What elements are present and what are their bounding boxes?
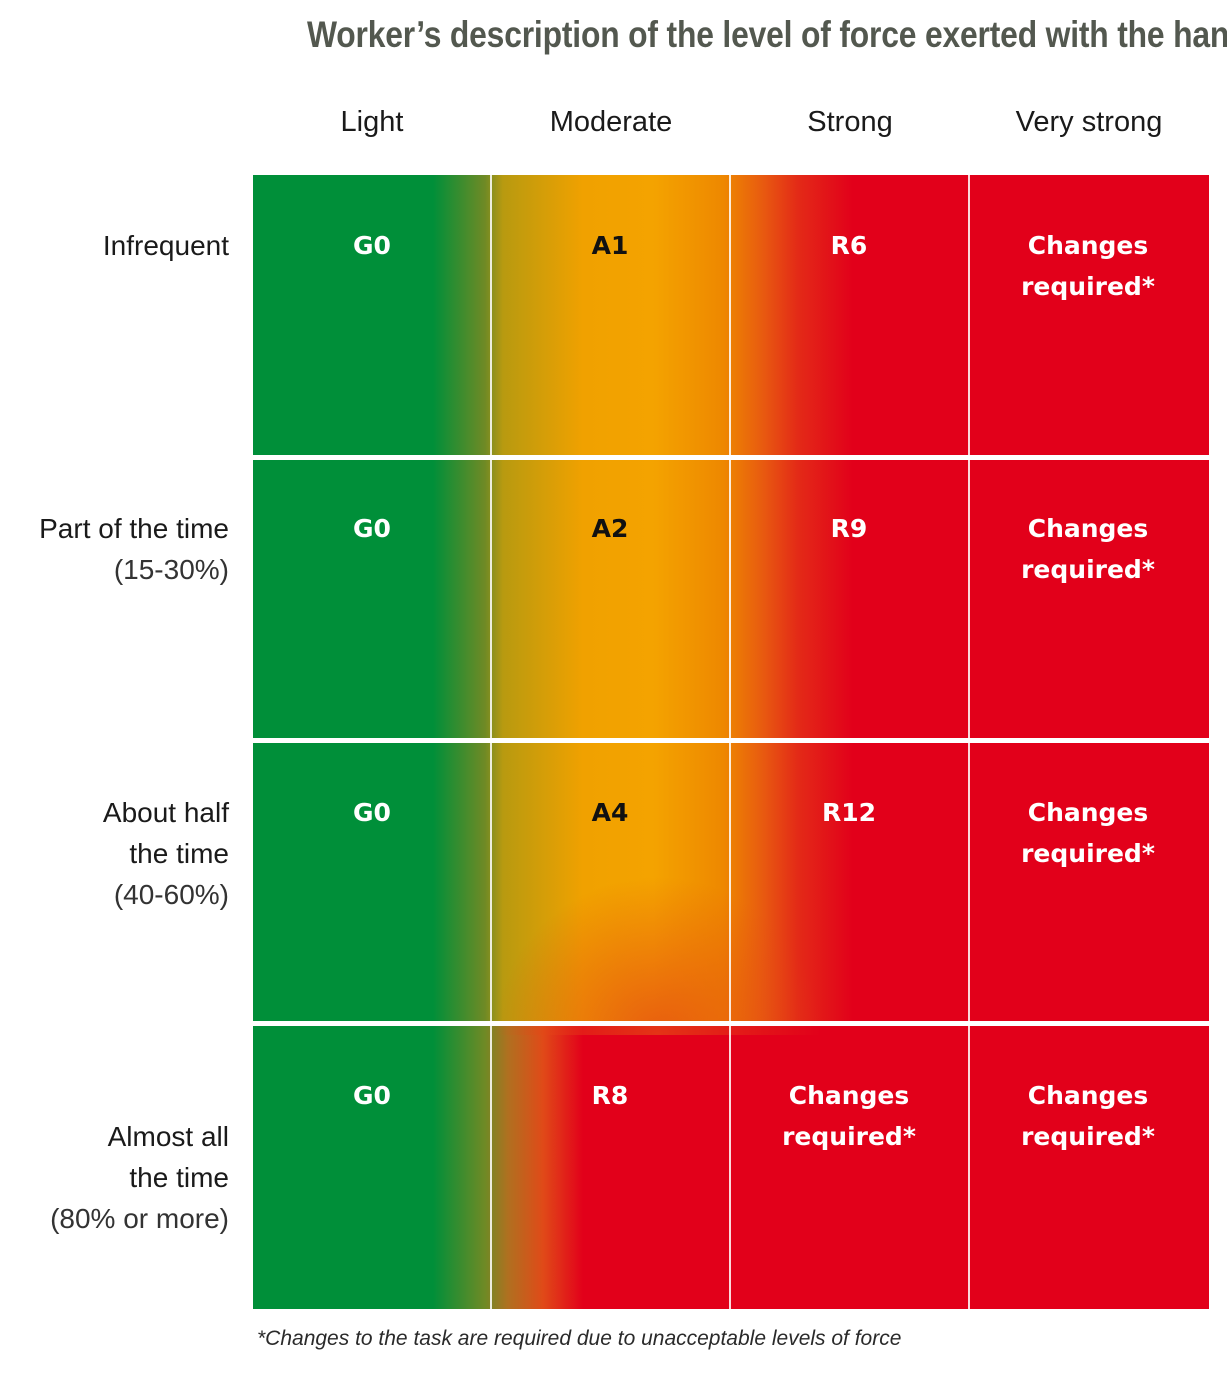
row-header-infrequent: Infrequent	[0, 225, 229, 266]
cell-part-moderate: A2	[491, 508, 729, 549]
grid-divider	[253, 455, 1209, 460]
cell-almost-all-moderate: R8	[491, 1075, 729, 1116]
cell-text: Changes	[1027, 798, 1149, 827]
cell-half-light: G0	[253, 792, 491, 833]
cell-text: A2	[591, 514, 629, 543]
cell-text: Changes	[788, 1081, 910, 1110]
cell-infrequent-moderate: A1	[491, 225, 729, 266]
risk-gradient-lower	[253, 1023, 1209, 1309]
row-header-almost-all: Almost all the time (80% or more)	[0, 1116, 229, 1239]
grid-divider	[253, 738, 1209, 743]
cell-text: Changes	[1027, 1081, 1149, 1110]
row-header-about-half: About half the time (40-60%)	[0, 792, 229, 915]
cell-almost-all-strong: Changes required*	[730, 1075, 968, 1157]
risk-matrix: G0 A1 R6 Changes required* G0 A2 R9 Chan…	[253, 175, 1209, 1309]
cell-text: G0	[353, 231, 391, 260]
cell-text: required*	[782, 1122, 916, 1151]
row-header-line: About half	[102, 797, 229, 828]
cell-text: R8	[591, 1081, 629, 1110]
cell-infrequent-very-strong: Changes required*	[969, 225, 1207, 307]
cell-text: G0	[353, 514, 391, 543]
grid-divider	[253, 1021, 1209, 1026]
row-header-line: the time	[129, 1162, 229, 1193]
row-header-line: Part of the time	[39, 513, 229, 544]
row-header-part-of-time: Part of the time (15-30%)	[0, 508, 229, 590]
cell-text: required*	[1021, 555, 1155, 584]
cell-text: Changes	[1027, 231, 1149, 260]
cell-text: G0	[353, 798, 391, 827]
row-header-percentage: (40-60%)	[113, 879, 229, 910]
cell-half-strong: R12	[730, 792, 968, 833]
cell-text: required*	[1021, 272, 1155, 301]
cell-text: G0	[353, 1081, 391, 1110]
cell-text: R9	[830, 514, 868, 543]
cell-half-moderate: A4	[491, 792, 729, 833]
row-header-line: Infrequent	[102, 230, 229, 261]
cell-text: A1	[591, 231, 629, 260]
row-header-percentage: (80% or more)	[50, 1203, 229, 1234]
page-title: Worker’s description of the level of for…	[307, 14, 1227, 55]
cell-text: R12	[821, 798, 877, 827]
cell-half-very-strong: Changes required*	[969, 792, 1207, 874]
cell-infrequent-strong: R6	[730, 225, 968, 266]
cell-almost-all-light: G0	[253, 1075, 491, 1116]
cell-text: R6	[830, 231, 868, 260]
risk-transition	[493, 875, 823, 1035]
column-header-moderate: Moderate	[549, 106, 673, 138]
cell-part-strong: R9	[730, 508, 968, 549]
cell-part-very-strong: Changes required*	[969, 508, 1207, 590]
row-header-line: Almost all	[107, 1121, 229, 1152]
column-header-light: Light	[340, 106, 404, 138]
column-header-strong: Strong	[807, 106, 893, 138]
cell-text: A4	[591, 798, 629, 827]
cell-part-light: G0	[253, 508, 491, 549]
cell-text: required*	[1021, 1122, 1155, 1151]
cell-text: Changes	[1027, 514, 1149, 543]
column-header-very-strong: Very strong	[1015, 106, 1163, 138]
row-header-percentage: (15-30%)	[113, 554, 229, 585]
cell-almost-all-very-strong: Changes required*	[969, 1075, 1207, 1157]
footnote: *Changes to the task are required due to…	[257, 1327, 902, 1350]
cell-text: required*	[1021, 839, 1155, 868]
row-header-line: the time	[129, 838, 229, 869]
cell-infrequent-light: G0	[253, 225, 491, 266]
